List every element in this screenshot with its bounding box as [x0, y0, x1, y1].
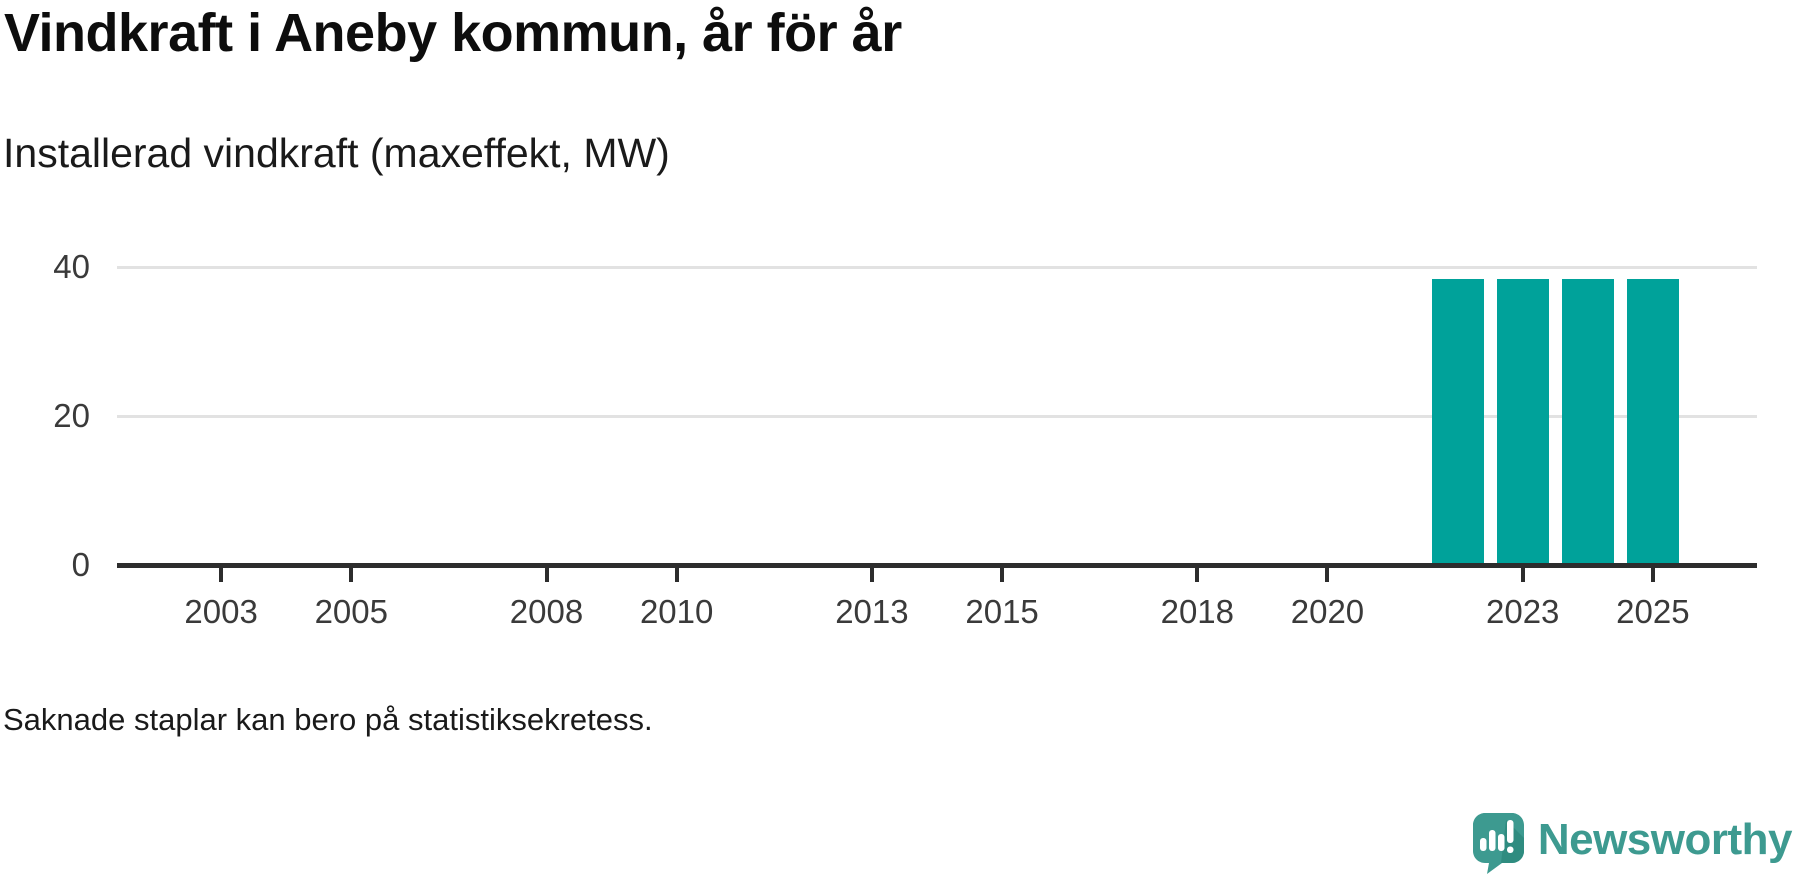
x-tick-label-2025: 2025 — [1616, 593, 1690, 630]
x-tick-label-2020: 2020 — [1290, 593, 1365, 630]
x-tick-2010 — [674, 568, 679, 582]
x-tick-2005 — [349, 568, 354, 582]
x-tick-2003 — [219, 568, 224, 582]
y-tick-label-40: 40 — [53, 248, 90, 286]
newsworthy-logo[interactable]: Newsworthy — [1472, 813, 1793, 874]
mini-bar-chart — [1479, 820, 1514, 853]
x-axis-line — [117, 563, 1757, 568]
x-tick-2015 — [1000, 568, 1005, 582]
x-tick-2023 — [1520, 568, 1525, 582]
bar-2025[interactable] — [1626, 279, 1679, 565]
x-tick-2008 — [544, 568, 549, 582]
x-tick-2025 — [1650, 568, 1655, 582]
gridline-y-40 — [117, 266, 1757, 270]
bar-2023[interactable] — [1496, 279, 1549, 565]
x-tick-2020 — [1325, 568, 1330, 582]
x-tick-label-2013: 2013 — [835, 593, 909, 630]
newsworthy-wordmark: Newsworthy — [1537, 814, 1793, 864]
plot-area: 2003 2005 2008 2010 2013 2015 2018 2020 2023 2025… — [53, 248, 1757, 630]
x-tick-2018 — [1195, 568, 1200, 582]
x-tick-label-2015: 2015 — [965, 593, 1039, 630]
gridline-y-20 — [117, 415, 1757, 419]
footnote: Saknade staplar kan bero på statistiksek… — [3, 702, 653, 737]
x-tick-2013 — [869, 568, 874, 582]
x-tick-label-2018: 2018 — [1160, 593, 1235, 630]
chart-subtitle: Installerad vindkraft (maxeffekt, MW) — [3, 130, 670, 176]
x-tick-label-2005: 2005 — [314, 593, 388, 630]
bar-2022[interactable] — [1431, 279, 1484, 565]
x-tick-label-2003: 2003 — [184, 593, 258, 630]
bar-2024[interactable] — [1561, 279, 1614, 565]
chart-title: Vindkraft i Aneby kommun, år för år — [4, 3, 902, 63]
newsworthy-icon — [1472, 813, 1524, 874]
x-tick-label-2008: 2008 — [509, 593, 584, 630]
y-tick-label-20: 20 — [53, 397, 90, 435]
y-tick-label-0: 0 — [71, 546, 90, 583]
x-tick-label-2010: 2010 — [639, 593, 714, 630]
x-tick-label-2023: 2023 — [1485, 593, 1560, 630]
